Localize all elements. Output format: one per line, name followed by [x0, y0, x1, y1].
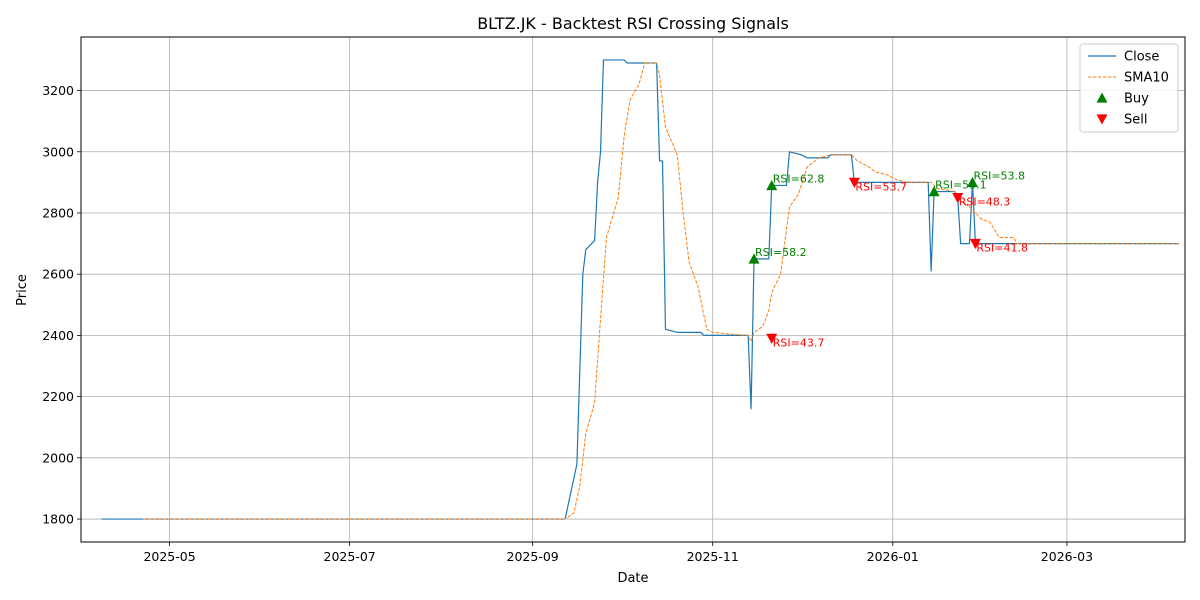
x-tick-label: 2026-03: [1041, 549, 1093, 564]
sell-marker: [969, 238, 981, 250]
buy-rsi-annotation: RSI=53.8: [973, 169, 1025, 182]
x-tick-label: 2025-09: [507, 549, 559, 564]
legend-box: [1079, 43, 1179, 133]
sell-rsi-annotation: RSI=43.7: [773, 336, 825, 349]
sell-marker: [952, 193, 964, 204]
legend-label: SMA10: [1124, 71, 1169, 86]
legend-label: Buy: [1124, 92, 1149, 107]
y-axis-label: Price: [15, 274, 30, 306]
sell-marker: [848, 177, 860, 188]
x-tick-label: 2026-01: [867, 549, 919, 564]
legend-buy-swatch: [1096, 92, 1108, 103]
sell-rsi-annotation: RSI=48.3: [959, 196, 1011, 209]
buy-marker: [966, 176, 978, 188]
sell-rsi-annotation: RSI=53.7: [855, 180, 907, 193]
legend-label: Sell: [1124, 113, 1147, 128]
plot-area-frame: [80, 36, 1186, 543]
y-tick-label: 3000: [42, 144, 74, 159]
y-tick-label: 2400: [42, 328, 74, 343]
y-tick-label: 2800: [42, 205, 74, 220]
legend-sell-swatch: [1096, 114, 1108, 125]
x-tick-label: 2025-05: [143, 549, 195, 564]
y-tick-label: 2200: [42, 389, 74, 404]
grid: [81, 37, 1185, 542]
y-tick-label: 2000: [42, 450, 74, 465]
axes: 2025-05 2025-07 2025-09 2025-11 2026-01 2026-…: [42, 83, 1093, 564]
buy-marker: [928, 186, 940, 197]
y-tick-label: 3200: [42, 83, 74, 98]
x-tick-label: 2025-07: [324, 549, 376, 564]
sell-rsi-annotation: RSI=41.8: [976, 242, 1028, 255]
x-axis-label: Date: [617, 571, 648, 586]
sell-marker: [766, 333, 778, 344]
legend-label: Close: [1124, 50, 1159, 65]
buy-marker: [748, 253, 760, 264]
buy-rsi-annotation: RSI=62.8: [773, 172, 825, 185]
y-tick-label: 2600: [42, 267, 74, 282]
x-tick-label: 2025-11: [687, 549, 739, 564]
buy-marker: [766, 179, 778, 191]
buy-rsi-annotation: RSI=58.2: [755, 246, 807, 259]
legend: Close SMA10 Buy Sell: [1079, 43, 1179, 133]
chart-title: BLTZ.JK - Backtest RSI Crossing Signals: [477, 14, 789, 33]
y-tick-label: 1800: [42, 512, 74, 527]
